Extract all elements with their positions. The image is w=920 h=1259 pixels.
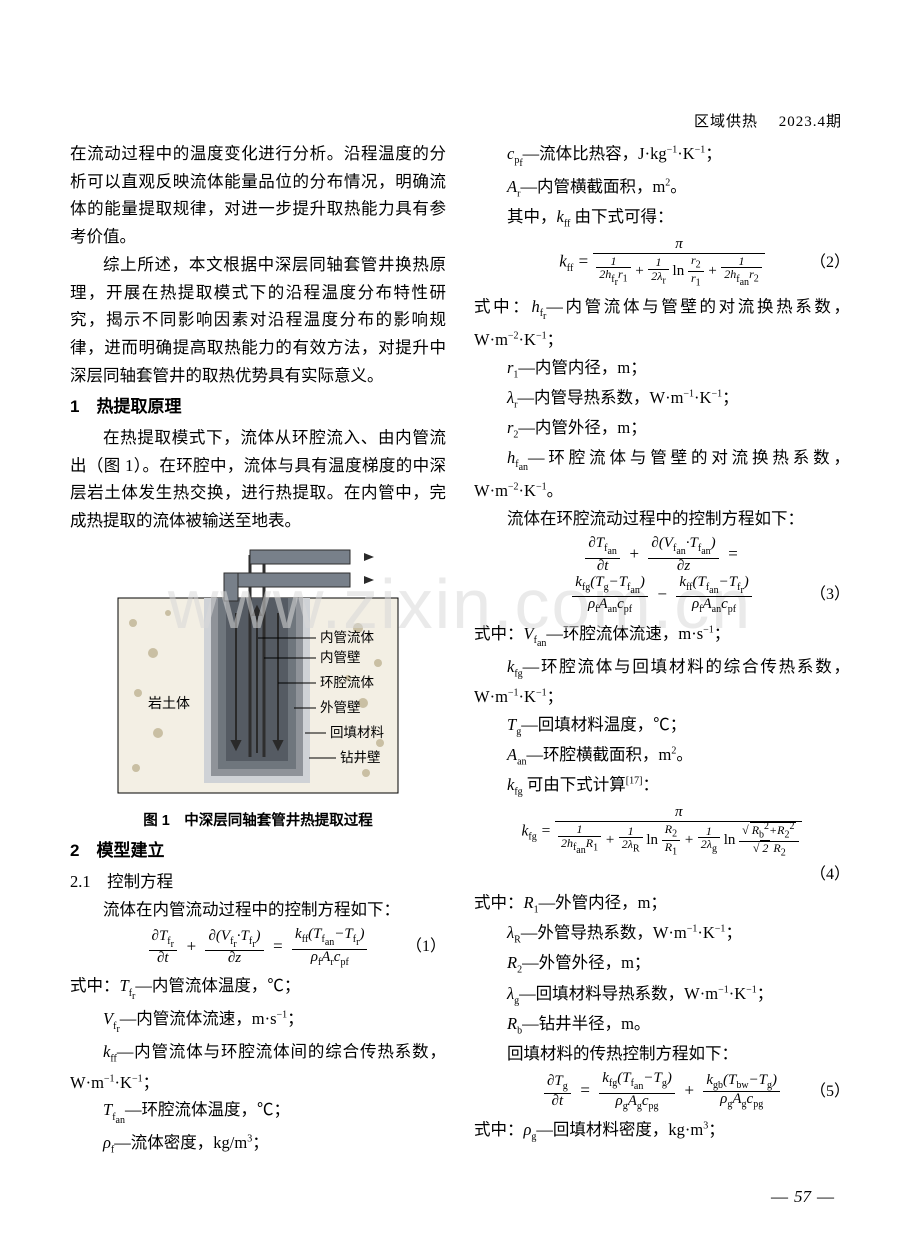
fig-label: 回填材料 bbox=[330, 725, 384, 740]
definition: ρf—流体密度，kg/m3； bbox=[70, 1129, 446, 1159]
definition: 式中：Tfr—内管流体温度，℃； bbox=[70, 972, 446, 1005]
definition: 式中：R1—外管内径，m； bbox=[474, 889, 850, 919]
equation-5: ∂Tg∂t = kfg(Tfan−Tg)ρgAgcpg + kgb(Tbw−Tg… bbox=[474, 1071, 850, 1112]
equation-3-top: ∂Tfan∂t + ∂(Vfan·Tfan)∂z = bbox=[474, 536, 850, 574]
right-column: cpf—流体比热容，J·kg−1·K−1； Ar—内管横截面积，m2。 其中，k… bbox=[474, 140, 850, 1159]
definition: 式中：ρg—回填材料密度，kg·m3； bbox=[474, 1116, 850, 1146]
definition: cpf—流体比热容，J·kg−1·K−1； bbox=[474, 140, 850, 173]
definition: Tg—回填材料温度，℃； bbox=[474, 711, 850, 741]
svg-text:岩土体: 岩土体 bbox=[148, 696, 190, 712]
two-column-layout: 在流动过程中的温度变化进行分析。沿程温度的分析可以直观反映流体能量品位的分布情况… bbox=[70, 140, 850, 1159]
equation-2: kff = π 12hfrr1 + 12λr ln r2r1 + 12hfanr… bbox=[474, 237, 850, 289]
paragraph: kfg 可由下式计算[17]： bbox=[474, 771, 850, 801]
equation-number: （3） bbox=[810, 582, 850, 609]
equation-3-bot: kfg(Tg−Tfan)ρfAancpf − kff(Tfan−Tfr)ρfAa… bbox=[474, 575, 850, 616]
definition: λg—回填材料导热系数，W·m−1·K−1； bbox=[474, 980, 850, 1010]
equation-number: （1） bbox=[406, 934, 446, 961]
definition: λr—内管导热系数，W·m−1·K−1； bbox=[474, 384, 850, 414]
equation-number: （2） bbox=[810, 250, 850, 277]
paragraph: 在流动过程中的温度变化进行分析。沿程温度的分析可以直观反映流体能量品位的分布情况… bbox=[70, 140, 446, 251]
definition: Rb—钻井半径，m。 bbox=[474, 1010, 850, 1040]
issue: 2023.4期 bbox=[779, 114, 842, 130]
paragraph: 综上所述，本文根据中深层同轴套管井换热原理，开展在热提取模式下的沿程温度分布特性… bbox=[70, 251, 446, 390]
fig-label: 环腔流体 bbox=[320, 675, 374, 690]
definition: Tfan—环腔流体温度，℃； bbox=[70, 1096, 446, 1129]
fig-label: 外管壁 bbox=[320, 700, 361, 715]
figure-1-caption: 图 1 中深层同轴套管井热提取过程 bbox=[70, 809, 446, 833]
page: 区域供热 2023.4期 www.zixin.com.cn 在流动过程中的温度变… bbox=[0, 0, 920, 1259]
definition: hfan—环腔流体与管壁的对流换热系数，W·m−2·K−1。 bbox=[474, 444, 850, 505]
definition: 式中：hfr—内管流体与管壁的对流换热系数，W·m−2·K−1； bbox=[474, 293, 850, 354]
journal-name: 区域供热 bbox=[694, 114, 758, 130]
equation-4: kfg = π 12hfanR1 + 12λR ln R2R1 + 12λg l… bbox=[474, 805, 850, 859]
equation-number: （5） bbox=[810, 1079, 850, 1106]
definition: r2—内管外径，m； bbox=[474, 414, 850, 444]
subsection-heading: 2.1 控制方程 bbox=[70, 868, 446, 896]
paragraph: 其中，kff 由下式可得： bbox=[474, 203, 850, 233]
paragraph: 回填材料的传热控制方程如下： bbox=[474, 1040, 850, 1068]
figure-1-svg: 岩土体 bbox=[108, 543, 408, 803]
definition: Aan—环腔横截面积，m2。 bbox=[474, 741, 850, 771]
page-number-value: 57 bbox=[794, 1187, 811, 1206]
page-number: —57— bbox=[765, 1187, 840, 1207]
definition: Ar—内管横截面积，m2。 bbox=[474, 173, 850, 203]
figure-1: 岩土体 bbox=[70, 543, 446, 833]
fig-label: 钻井壁 bbox=[340, 750, 381, 765]
definition: Vfr—内管流体流速，m·s−1； bbox=[70, 1005, 446, 1038]
definition: kfg—环腔流体与回填材料的综合传热系数，W·m−1·K−1； bbox=[474, 653, 850, 711]
section-heading: 2 模型建立 bbox=[70, 837, 446, 866]
definition: r1—内管内径，m； bbox=[474, 354, 850, 384]
left-column: 在流动过程中的温度变化进行分析。沿程温度的分析可以直观反映流体能量品位的分布情况… bbox=[70, 140, 446, 1159]
running-header: 区域供热 2023.4期 bbox=[694, 110, 842, 131]
paragraph: 流体在内管流动过程中的控制方程如下： bbox=[70, 896, 446, 924]
definition: λR—外管导热系数，W·m−1·K−1； bbox=[474, 919, 850, 949]
fig-label: 内管壁 bbox=[320, 650, 361, 665]
definition: 式中：Vfan—环腔流体流速，m·s−1； bbox=[474, 620, 850, 653]
section-heading: 1 热提取原理 bbox=[70, 393, 446, 422]
definition: kff—内管流体与环腔流体间的综合传热系数，W·m−1·K−1； bbox=[70, 1038, 446, 1096]
equation-1: ∂Tfr∂t + ∂(Vfr·Tfr)∂z = kff(Tfan−Tfr)ρfA… bbox=[70, 927, 446, 968]
paragraph: 流体在环腔流动过程中的控制方程如下： bbox=[474, 505, 850, 533]
equation-number: （4） bbox=[474, 862, 850, 889]
fig-label: 内管流体 bbox=[320, 630, 374, 645]
paragraph: 在热提取模式下，流体从环腔流入、由内管流出（图 1）。在环腔中，流体与具有温度梯… bbox=[70, 424, 446, 535]
definition: R2—外管外径，m； bbox=[474, 949, 850, 979]
